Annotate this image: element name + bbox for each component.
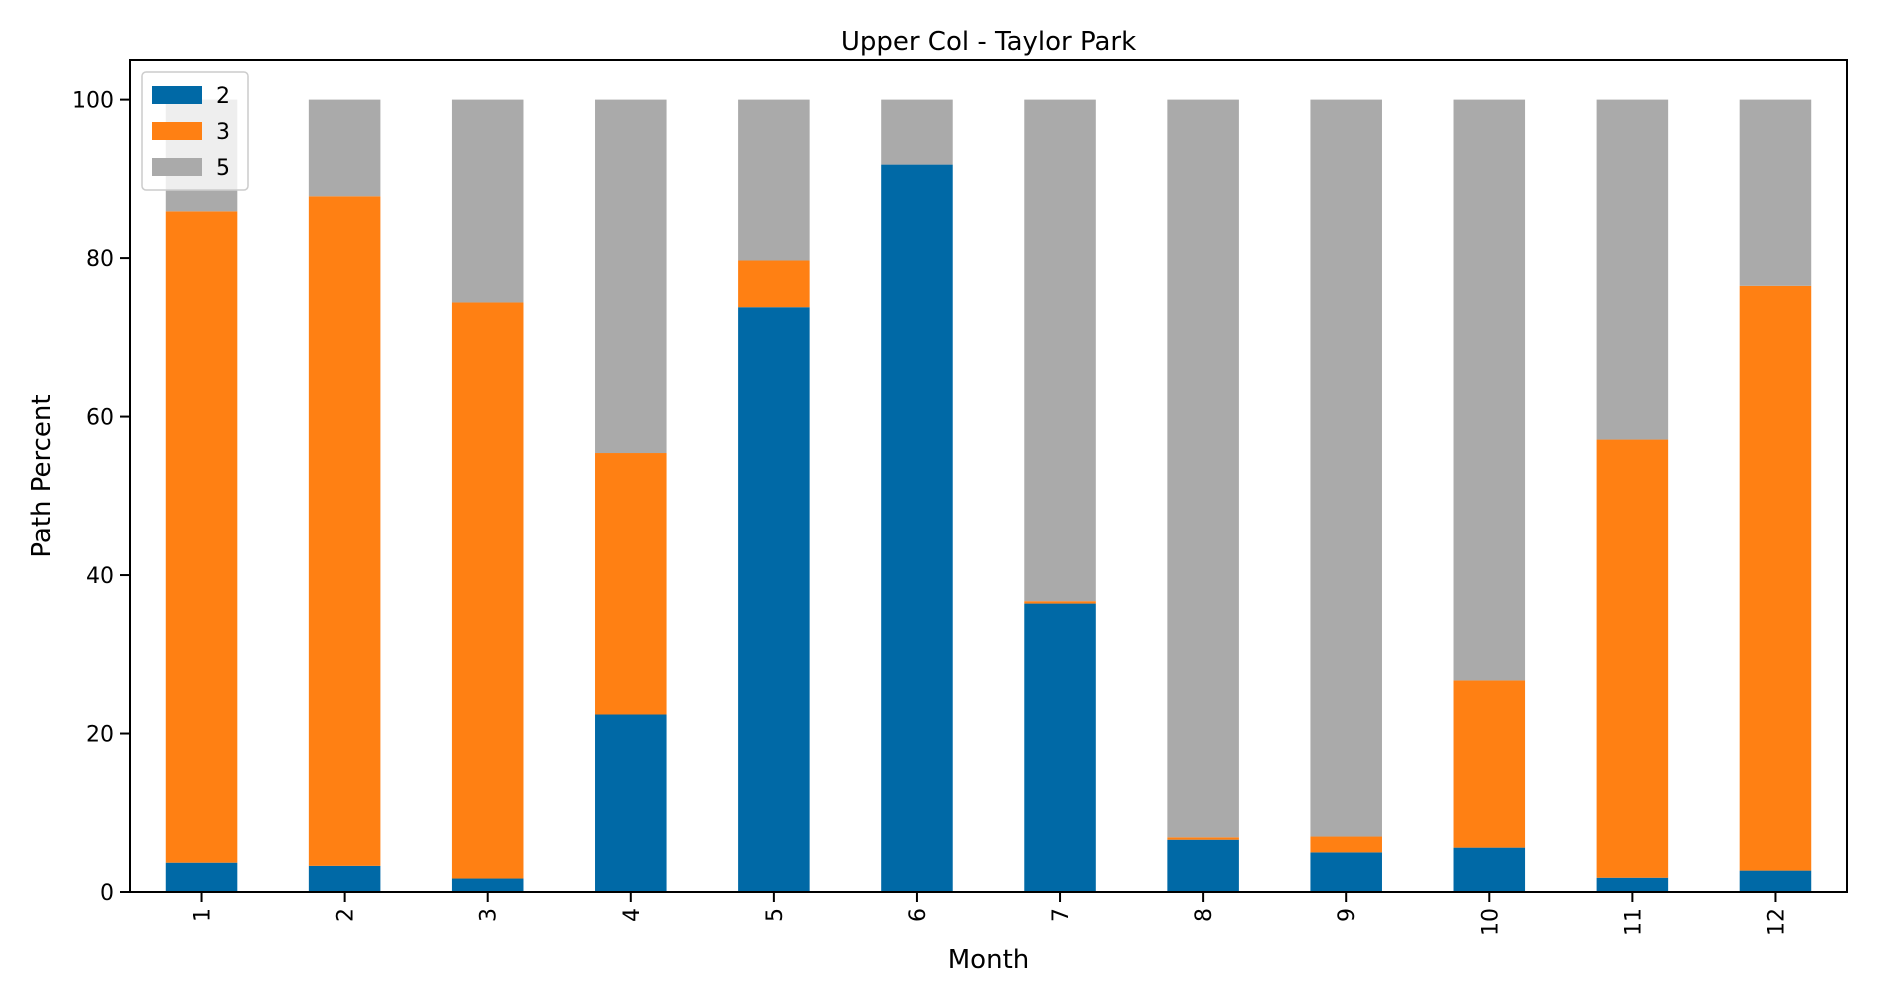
bar-month-1-series-3 (165, 211, 238, 863)
x-tick-label-5: 5 (763, 908, 788, 922)
x-tick-label-6: 6 (906, 908, 931, 922)
legend-label-3: 3 (216, 120, 230, 145)
x-tick-label-3: 3 (477, 908, 502, 922)
y-axis: 0 20 40 60 80 100 (72, 89, 130, 906)
bar-month-6-series-2 (881, 164, 953, 892)
y-tick-label-40: 40 (86, 564, 114, 589)
x-tick-label-12: 12 (1764, 908, 1789, 936)
chart-title: Upper Col - Taylor Park (841, 27, 1136, 57)
bar-month-10-series-2 (1453, 847, 1526, 892)
bar-month-1-series-2 (165, 862, 238, 892)
y-tick-label-80: 80 (86, 247, 114, 272)
bars-layer (165, 99, 1812, 892)
plot-frame (129, 59, 1848, 893)
x-tick-label-4: 4 (620, 908, 645, 922)
y-axis-title: Path Percent (27, 394, 57, 557)
bar-month-10-series-5 (1453, 99, 1526, 681)
bar-month-7-series-5 (1024, 99, 1096, 602)
bar-month-11-series-3 (1596, 439, 1669, 878)
bar-month-3-series-5 (451, 99, 524, 303)
bar-month-2-series-2 (308, 865, 381, 892)
x-tick-label-8: 8 (1192, 908, 1217, 922)
bar-month-11-series-5 (1596, 99, 1669, 440)
x-tick-label-9: 9 (1335, 908, 1360, 922)
bar-month-5-series-5 (738, 99, 810, 261)
bar-month-12-series-5 (1739, 99, 1812, 286)
legend-swatch-3 (152, 122, 202, 140)
x-tick-label-1: 1 (191, 908, 216, 922)
bar-month-8-series-5 (1167, 99, 1239, 838)
bar-month-2-series-3 (308, 196, 381, 866)
bar-month-2-series-5 (308, 99, 381, 197)
x-tick-label-11: 11 (1621, 908, 1646, 936)
legend-label-5: 5 (216, 156, 230, 181)
legend-swatch-5 (152, 158, 202, 176)
legend-label-2: 2 (216, 84, 230, 109)
x-tick-label-7: 7 (1049, 908, 1074, 922)
bar-month-7-series-3 (1024, 601, 1096, 604)
bar-month-11-series-2 (1596, 877, 1669, 892)
y-tick-label-60: 60 (86, 406, 114, 431)
bar-month-10-series-3 (1453, 680, 1526, 848)
bar-month-12-series-2 (1739, 870, 1812, 892)
bar-month-5-series-2 (738, 307, 810, 892)
bar-month-6-series-5 (881, 99, 953, 165)
y-tick-label-0: 0 (100, 881, 114, 906)
bar-month-7-series-2 (1024, 603, 1096, 892)
bar-month-8-series-3 (1167, 837, 1239, 840)
x-tick-label-10: 10 (1478, 908, 1503, 936)
bar-month-9-series-5 (1310, 99, 1382, 837)
bar-month-9-series-2 (1310, 852, 1382, 892)
bar-month-8-series-2 (1167, 839, 1239, 892)
legend: 2 3 5 (141, 71, 249, 191)
legend-swatch-2 (152, 86, 202, 104)
bar-month-12-series-3 (1739, 285, 1812, 871)
bar-month-3-series-2 (451, 878, 524, 892)
y-tick-label-100: 100 (72, 89, 114, 114)
bar-month-9-series-3 (1310, 836, 1382, 853)
y-tick-label-20: 20 (86, 723, 114, 748)
bar-month-5-series-3 (738, 260, 810, 308)
bar-month-3-series-3 (451, 302, 524, 879)
bar-month-4-series-2 (595, 714, 667, 892)
x-axis-title: Month (948, 945, 1030, 975)
x-tick-label-2: 2 (334, 908, 359, 922)
bar-month-4-series-3 (595, 453, 667, 715)
bar-month-4-series-5 (595, 99, 667, 454)
x-axis: 1 2 3 4 5 6 7 8 9 10 11 12 (191, 892, 1789, 936)
